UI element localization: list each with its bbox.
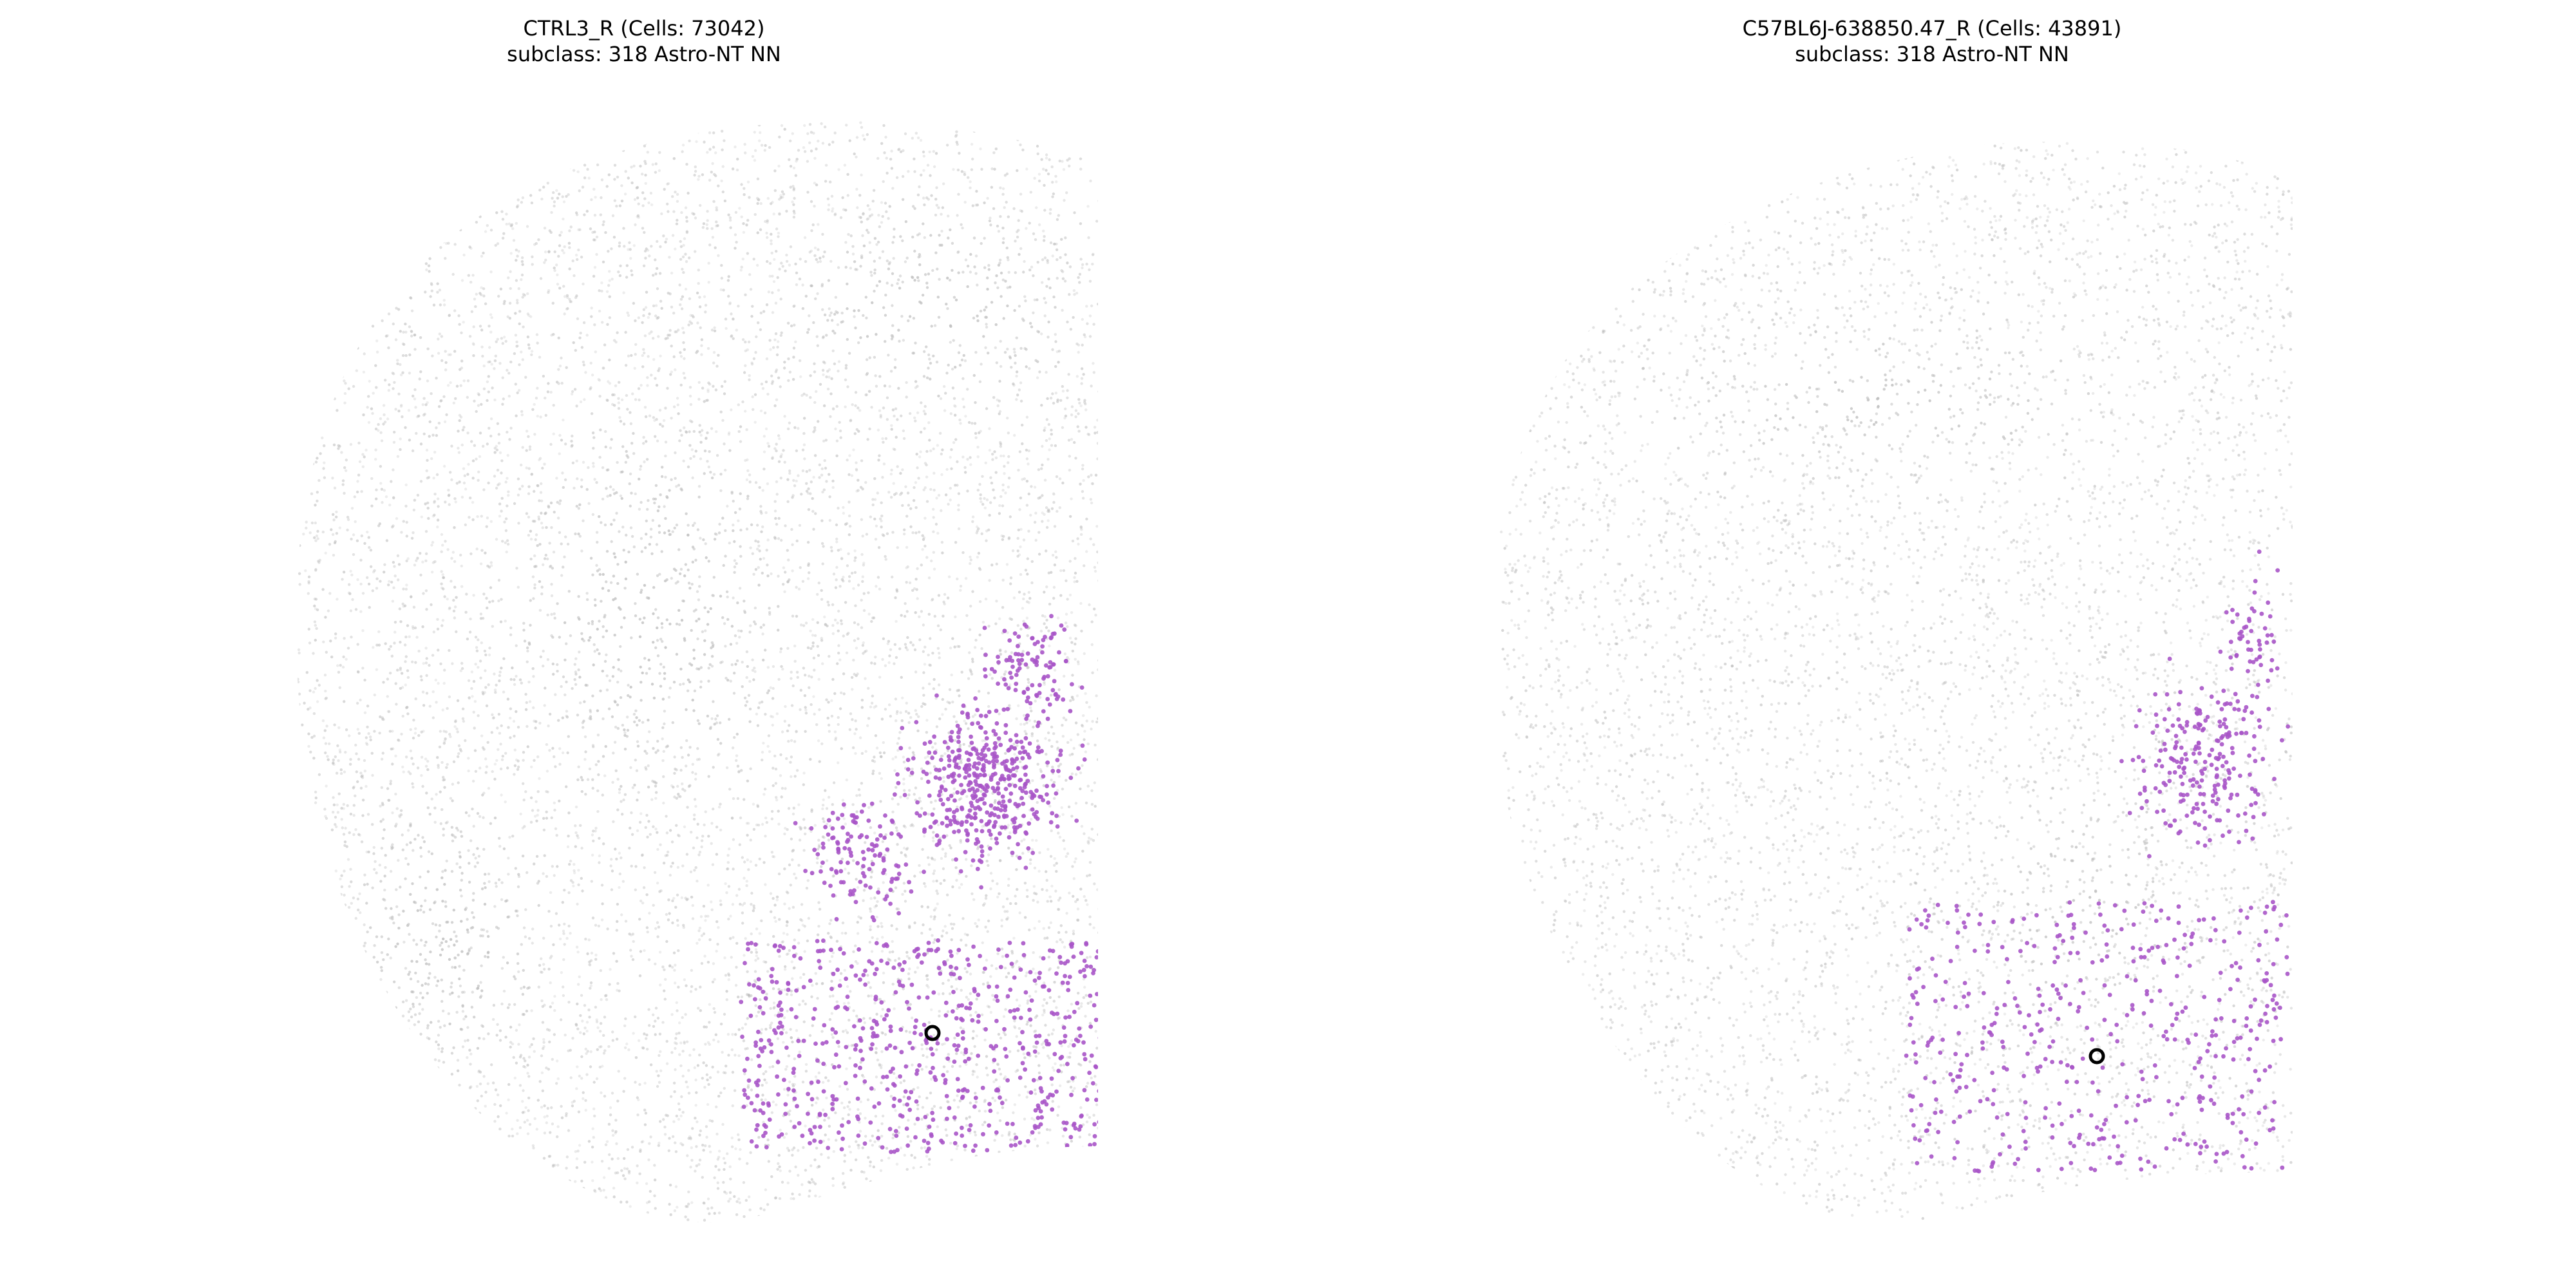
cell-scatter-left — [296, 121, 1098, 1223]
highlighted-cells — [1904, 549, 2291, 1174]
highlighted-cell-marker — [2088, 1048, 2105, 1065]
background-cells — [1499, 141, 2293, 1222]
right-plot-title-block: C57BL6J-638850.47_R (Cells: 43891) subcl… — [1288, 15, 2576, 67]
right-plot-title: C57BL6J-638850.47_R (Cells: 43891) — [1742, 16, 2122, 41]
left-plot-title: CTRL3_R (Cells: 73042) — [523, 16, 765, 41]
left-plot-title-block: CTRL3_R (Cells: 73042) subclass: 318 Ast… — [0, 15, 1288, 67]
cell-scatter-right — [1499, 141, 2293, 1222]
highlighted-cell-marker — [924, 1025, 941, 1041]
right-scatter-plot — [1499, 141, 2293, 1222]
right-plot-subtitle: subclass: 318 Astro-NT NN — [1795, 42, 2069, 66]
left-plot-subtitle: subclass: 318 Astro-NT NN — [507, 42, 781, 66]
left-scatter-plot — [296, 121, 1098, 1223]
right-plot-panel: C57BL6J-638850.47_R (Cells: 43891) subcl… — [1288, 0, 2576, 1288]
left-plot-panel: CTRL3_R (Cells: 73042) subclass: 318 Ast… — [0, 15, 1288, 1223]
highlighted-cells — [739, 614, 1098, 1155]
